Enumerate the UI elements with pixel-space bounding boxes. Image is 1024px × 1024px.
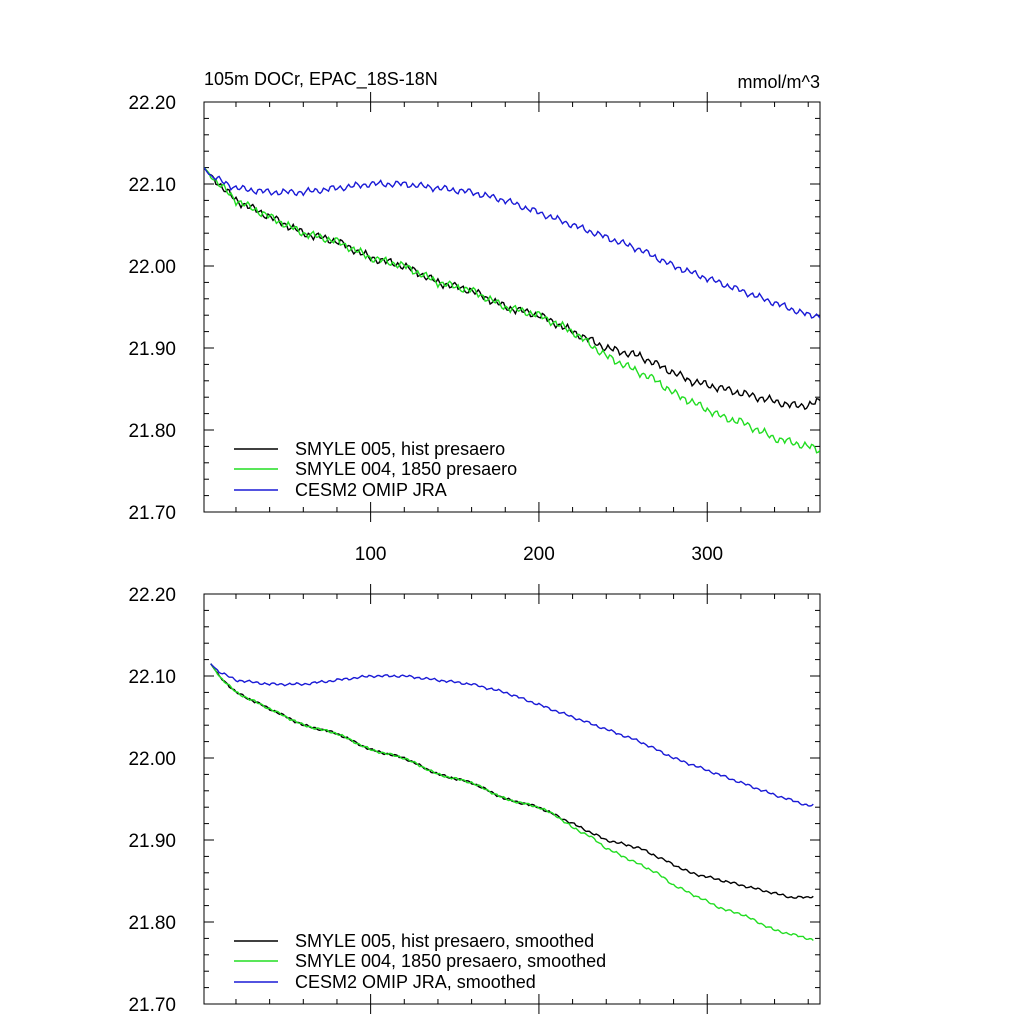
x-tick-label: 300 (691, 544, 723, 565)
plot-frame (203, 101, 821, 513)
series-line-2 (204, 167, 820, 454)
chart-title: 105m DOCr, EPAC_18S-18N (204, 69, 438, 90)
chart-panel-1: 21.70 21.80 21.90 22.00 22.10 22.20 100 200 300 1… (128, 69, 821, 565)
y-tick-label: 22.00 (128, 257, 176, 278)
series-line-2 (210, 663, 814, 942)
y-tick-label: 21.80 (128, 913, 176, 934)
x-tick-label: 100 (355, 544, 387, 565)
y-tick-label: 21.70 (128, 503, 176, 524)
y-tick-label: 21.80 (128, 421, 176, 442)
legend-label: CESM2 OMIP JRA, smoothed (295, 972, 536, 992)
legend-label: SMYLE 004, 1850 presaero (295, 459, 517, 479)
units-label: mmol/m^3 (738, 72, 820, 92)
y-tick-label: 22.10 (128, 667, 176, 688)
legend-label: SMYLE 005, hist presaero (295, 439, 505, 459)
legend-label: CESM2 OMIP JRA (295, 480, 447, 500)
series-line-3 (210, 663, 814, 807)
y-tick-label: 22.20 (128, 585, 176, 606)
series-line-1 (204, 167, 820, 411)
y-tick-label: 22.10 (128, 175, 176, 196)
legend-label: SMYLE 005, hist presaero, smoothed (295, 931, 594, 951)
legend-label: SMYLE 004, 1850 presaero, smoothed (295, 951, 606, 971)
y-tick-label: 22.20 (128, 93, 176, 114)
y-tick-label: 21.90 (128, 831, 176, 852)
series-line-3 (204, 167, 820, 319)
y-tick-label: 21.90 (128, 339, 176, 360)
series-line-1 (210, 663, 814, 899)
x-tick-label: 200 (523, 544, 555, 565)
legend: SMYLE 005, hist presaero, smoothedSMYLE … (234, 931, 606, 992)
chart-panel-2: 21.70 21.80 21.90 22.00 22.10 22.20 SMYLE 005,… (128, 584, 821, 1016)
y-tick-label: 22.00 (128, 749, 176, 770)
plot-frame (203, 593, 821, 1005)
y-tick-label: 21.70 (128, 995, 176, 1016)
